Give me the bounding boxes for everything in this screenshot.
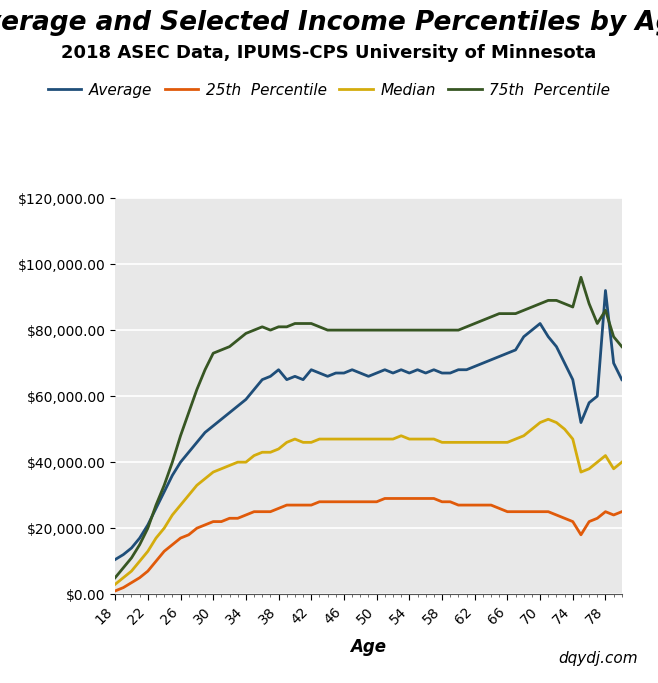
Average bbox=[266, 372, 274, 380]
Y-axis label: Annual Pre-Tax Individual Income: Annual Pre-Tax Individual Income bbox=[0, 241, 7, 551]
X-axis label: Age: Age bbox=[351, 638, 386, 656]
Median bbox=[463, 438, 470, 447]
Median bbox=[111, 580, 119, 588]
Average bbox=[463, 365, 470, 374]
Median bbox=[348, 435, 356, 443]
Median bbox=[266, 448, 274, 456]
75th  Percentile bbox=[111, 574, 119, 582]
25th  Percentile bbox=[111, 587, 119, 595]
75th  Percentile bbox=[365, 326, 372, 334]
75th  Percentile bbox=[348, 326, 356, 334]
Line: Median: Median bbox=[115, 419, 622, 584]
Line: Average: Average bbox=[115, 290, 622, 559]
25th  Percentile bbox=[610, 511, 618, 519]
Average bbox=[348, 365, 356, 374]
Median bbox=[618, 458, 626, 466]
75th  Percentile bbox=[266, 326, 274, 334]
75th  Percentile bbox=[618, 343, 626, 351]
25th  Percentile bbox=[381, 494, 389, 503]
Average bbox=[601, 286, 609, 294]
Median bbox=[250, 451, 258, 460]
25th  Percentile bbox=[250, 507, 258, 516]
75th  Percentile bbox=[463, 323, 470, 331]
25th  Percentile bbox=[618, 507, 626, 516]
Text: Average and Selected Income Percentiles by Age: Average and Selected Income Percentiles … bbox=[0, 10, 658, 36]
25th  Percentile bbox=[365, 498, 372, 506]
Line: 25th  Percentile: 25th Percentile bbox=[115, 499, 622, 591]
Average bbox=[618, 376, 626, 384]
Median bbox=[365, 435, 372, 443]
75th  Percentile bbox=[250, 326, 258, 334]
Average bbox=[111, 555, 119, 563]
Median bbox=[610, 464, 618, 473]
Line: 75th  Percentile: 75th Percentile bbox=[115, 277, 622, 578]
Average bbox=[250, 385, 258, 393]
75th  Percentile bbox=[610, 333, 618, 341]
Text: dqydj.com: dqydj.com bbox=[559, 651, 638, 666]
Median bbox=[544, 415, 552, 423]
75th  Percentile bbox=[577, 273, 585, 281]
Text: 2018 ASEC Data, IPUMS-CPS University of Minnesota: 2018 ASEC Data, IPUMS-CPS University of … bbox=[61, 44, 597, 62]
25th  Percentile bbox=[470, 501, 478, 510]
25th  Percentile bbox=[266, 507, 274, 516]
25th  Percentile bbox=[348, 498, 356, 506]
Average bbox=[610, 359, 618, 367]
Average bbox=[365, 372, 372, 380]
Legend: Average, 25th  Percentile, Median, 75th  Percentile: Average, 25th Percentile, Median, 75th P… bbox=[48, 83, 610, 98]
